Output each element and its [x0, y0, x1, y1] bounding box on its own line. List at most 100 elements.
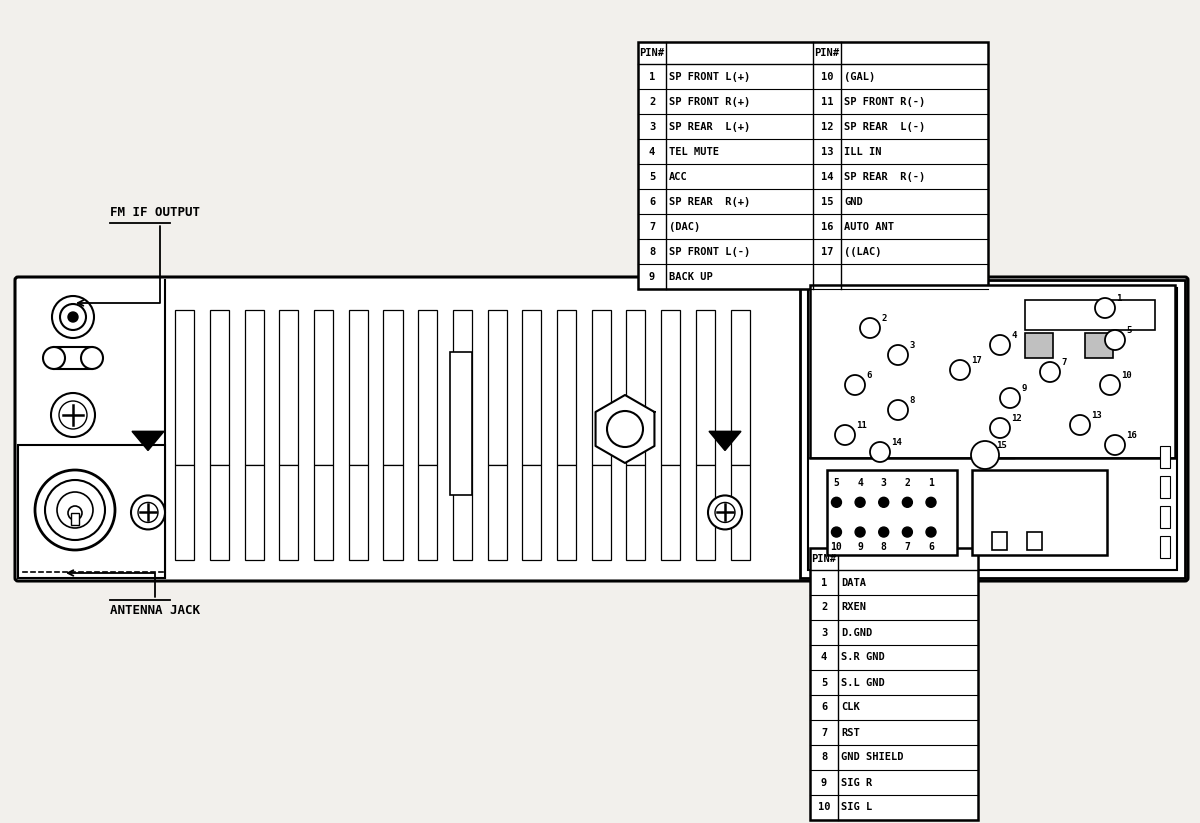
Bar [592, 465, 611, 560]
Bar [810, 285, 1175, 458]
Text: SP REAR  R(+): SP REAR R(+) [670, 197, 750, 207]
Text: ((LAC): ((LAC) [844, 247, 882, 257]
Circle shape [708, 495, 742, 529]
Text: 16: 16 [1126, 431, 1136, 440]
Circle shape [902, 497, 912, 507]
Circle shape [1105, 330, 1126, 350]
Text: 2: 2 [881, 314, 887, 323]
Text: RXEN: RXEN [841, 602, 866, 612]
Text: SP FRONT R(-): SP FRONT R(-) [844, 96, 925, 106]
Text: 4: 4 [857, 477, 863, 488]
Circle shape [950, 360, 970, 380]
Text: 15: 15 [821, 197, 833, 207]
Circle shape [1105, 435, 1126, 455]
Polygon shape [132, 431, 164, 450]
Text: SIG R: SIG R [841, 778, 872, 788]
Circle shape [43, 347, 65, 369]
Text: S.L GND: S.L GND [841, 677, 884, 687]
Text: SP REAR  L(+): SP REAR L(+) [670, 122, 750, 132]
Circle shape [131, 495, 166, 529]
Text: 7: 7 [1061, 358, 1067, 367]
Bar [731, 309, 750, 465]
Text: SP FRONT L(-): SP FRONT L(-) [670, 247, 750, 257]
Text: 6: 6 [821, 703, 827, 713]
Text: 5: 5 [649, 171, 655, 182]
Bar [384, 309, 402, 465]
Text: SP REAR  R(-): SP REAR R(-) [844, 171, 925, 182]
Text: SP REAR  L(-): SP REAR L(-) [844, 122, 925, 132]
Bar [314, 309, 334, 465]
Text: 1: 1 [649, 72, 655, 81]
Circle shape [35, 470, 115, 550]
Text: 14: 14 [890, 438, 901, 447]
Text: 10: 10 [1121, 371, 1132, 380]
Bar [800, 280, 1186, 578]
Circle shape [68, 506, 82, 520]
Text: 1: 1 [821, 578, 827, 588]
Text: 10: 10 [821, 72, 833, 81]
Circle shape [902, 527, 912, 537]
Text: 3: 3 [881, 477, 887, 488]
Bar [210, 309, 229, 465]
Text: RST: RST [841, 728, 859, 737]
Bar [1027, 532, 1042, 550]
Polygon shape [709, 431, 742, 450]
Text: ILL IN: ILL IN [844, 146, 882, 156]
Text: 8: 8 [821, 752, 827, 762]
Text: D.GND: D.GND [841, 627, 872, 638]
Text: 15: 15 [996, 441, 1007, 450]
Text: FM IF OUTPUT: FM IF OUTPUT [110, 206, 200, 219]
Circle shape [1100, 375, 1120, 395]
Bar [638, 42, 988, 289]
Text: 11: 11 [821, 96, 833, 106]
Bar [626, 465, 646, 560]
Text: S.R GND: S.R GND [841, 653, 884, 663]
Text: BACK UP: BACK UP [670, 272, 713, 281]
Text: 17: 17 [971, 356, 982, 365]
Text: 7: 7 [905, 542, 911, 551]
Bar [810, 548, 978, 820]
Text: 9: 9 [649, 272, 655, 281]
Circle shape [607, 411, 643, 447]
Text: DATA: DATA [841, 578, 866, 588]
Bar [827, 470, 958, 555]
Circle shape [835, 425, 854, 445]
Circle shape [1096, 298, 1115, 318]
Bar [245, 309, 264, 465]
Text: SP FRONT L(+): SP FRONT L(+) [670, 72, 750, 81]
Bar [210, 465, 229, 560]
Bar [71, 513, 79, 525]
Circle shape [856, 497, 865, 507]
Circle shape [715, 502, 734, 523]
Bar [1160, 446, 1170, 468]
Text: 3: 3 [649, 122, 655, 132]
Circle shape [58, 492, 94, 528]
Bar [349, 465, 368, 560]
Text: 9: 9 [1021, 384, 1026, 393]
Text: 17: 17 [821, 247, 833, 257]
Bar [557, 309, 576, 465]
Text: 3: 3 [910, 341, 914, 350]
Circle shape [68, 312, 78, 322]
Bar [452, 465, 472, 560]
Circle shape [926, 497, 936, 507]
Text: GND SHIELD: GND SHIELD [841, 752, 904, 762]
Circle shape [832, 497, 841, 507]
Bar [452, 309, 472, 465]
Bar [1160, 506, 1170, 528]
Bar [18, 445, 166, 578]
Text: 16: 16 [821, 221, 833, 231]
Bar [1160, 476, 1170, 498]
Circle shape [138, 502, 158, 523]
Text: 1: 1 [1116, 294, 1121, 303]
Bar [696, 309, 715, 465]
Text: 10: 10 [830, 542, 842, 551]
Bar [1025, 333, 1054, 358]
Text: 11: 11 [856, 421, 866, 430]
Bar [54, 347, 92, 369]
Bar [280, 309, 299, 465]
Text: CLK: CLK [841, 703, 859, 713]
Circle shape [856, 527, 865, 537]
Circle shape [59, 401, 88, 429]
Text: 8: 8 [881, 542, 887, 551]
